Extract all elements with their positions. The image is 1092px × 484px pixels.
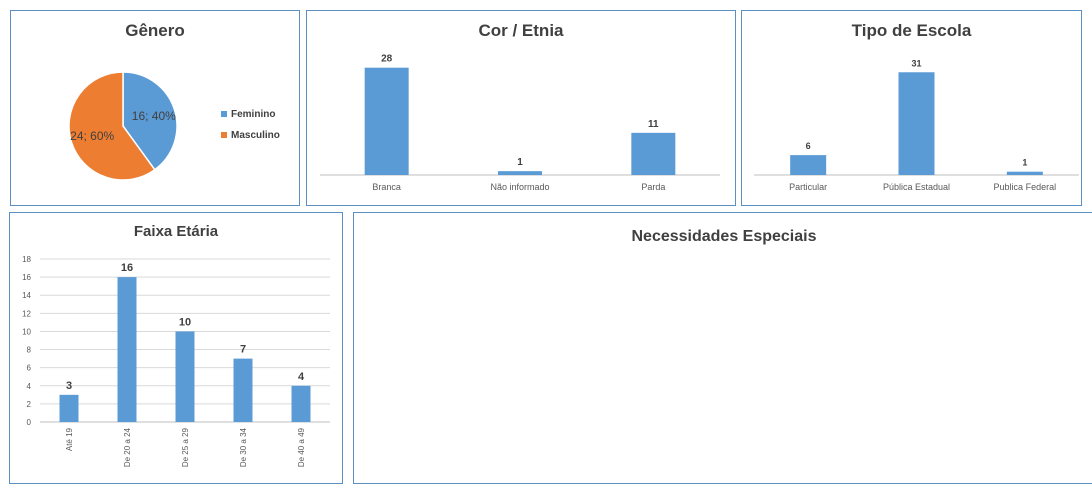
legend-swatch	[221, 132, 227, 138]
bar-0	[790, 155, 827, 175]
bar-data-label: 4	[298, 371, 305, 383]
cor-etnia-bar-chart: 28 Branca 1 Não informado 11 Parda	[320, 54, 720, 192]
cor-etnia-chart-panel: Cor / Etnia 28 Branca 1 Não informado 11 Pard…	[306, 10, 736, 206]
bar-data-label: 11	[648, 119, 659, 130]
bar-data-label: 3	[66, 380, 72, 392]
tipo-escola-chart-panel: Tipo de Escola 6 Particular 31 Pública Esta…	[741, 10, 1082, 206]
bar-data-label: 31	[911, 58, 921, 68]
genero-pie-chart: 16; 40% 24; 60% Feminino Masculino	[68, 71, 280, 181]
y-tick-label: 4	[27, 382, 32, 391]
y-tick-label: 16	[22, 273, 31, 282]
necessidades-chart-panel: Necessidades Especiais	[353, 212, 1092, 484]
x-tick-label: De 30 a 34	[239, 427, 248, 467]
pie-slice-masculino	[68, 71, 156, 181]
y-tick-label: 12	[22, 309, 31, 318]
y-tick-label: 14	[22, 291, 31, 300]
faixa-etaria-chart-title: Faixa Etária	[133, 223, 219, 240]
x-tick-label: Não informado	[490, 182, 549, 192]
x-tick-label: De 40 a 49	[297, 427, 306, 467]
bar-data-label: 16	[121, 262, 133, 274]
legend-swatch	[221, 111, 227, 117]
bar-1	[898, 72, 935, 175]
bar-data-label: 7	[240, 344, 246, 356]
bar-2	[631, 132, 676, 175]
x-tick-label: Parda	[641, 182, 665, 192]
faixa-etaria-chart-panel: Faixa Etária 0 2 4 6 8 10 12 14 16 18 3 Até 19 16 De …	[9, 212, 343, 484]
bar-1	[498, 171, 542, 175]
x-tick-label: Pública Estadual	[883, 182, 950, 192]
genero-chart-title: Gênero	[125, 21, 185, 40]
bar-0	[364, 67, 409, 175]
bar-3	[233, 358, 253, 422]
bar-data-label: 1	[517, 157, 523, 168]
bar-2	[1006, 171, 1043, 175]
pie-data-label: 24; 60%	[70, 129, 114, 143]
bar-1	[117, 277, 137, 422]
bar-2	[175, 331, 195, 422]
y-tick-label: 8	[27, 346, 32, 355]
legend-label: Masculino	[231, 130, 280, 141]
x-tick-label: De 20 a 24	[123, 427, 132, 467]
y-tick-label: 18	[22, 255, 31, 264]
bar-0	[59, 394, 79, 422]
y-tick-label: 0	[27, 418, 32, 427]
tipo-escola-bar-chart: 6 Particular 31 Pública Estadual 1 Publica Fe…	[754, 58, 1079, 192]
y-tick-label: 10	[22, 327, 31, 336]
y-tick-label: 6	[27, 364, 32, 373]
pie-data-label: 16; 40%	[132, 109, 176, 123]
x-tick-label: Branca	[372, 182, 401, 192]
bar-data-label: 6	[806, 141, 811, 151]
cor-etnia-chart-title: Cor / Etnia	[478, 21, 564, 40]
bar-4	[291, 385, 311, 422]
x-tick-label: De 25 a 29	[181, 427, 190, 467]
pie-slice-feminino	[122, 71, 178, 171]
x-tick-label: Até 19	[65, 427, 74, 451]
bar-data-label: 1	[1022, 158, 1027, 168]
faixa-etaria-bar-chart: 0 2 4 6 8 10 12 14 16 18 3 Até 19 16 De 20 a 24 10 De 2…	[22, 255, 330, 467]
y-tick-label: 2	[27, 400, 32, 409]
necessidades-chart-title: Necessidades Especiais	[631, 228, 817, 245]
x-tick-label: Publica Federal	[994, 182, 1057, 192]
tipo-escola-chart-title: Tipo de Escola	[851, 21, 972, 40]
legend-label: Feminino	[231, 109, 275, 120]
bar-data-label: 28	[381, 54, 393, 65]
x-tick-label: Particular	[789, 182, 827, 192]
genero-chart-panel: Gênero 16; 40% 24; 60% Feminino Masculino	[10, 10, 300, 206]
bar-data-label: 10	[179, 316, 191, 328]
